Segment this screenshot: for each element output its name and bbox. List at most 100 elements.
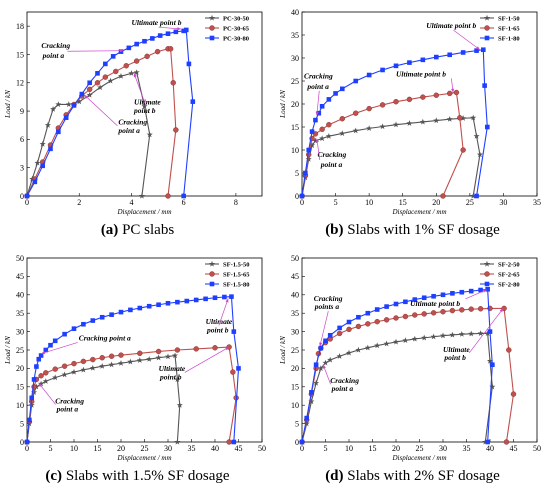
data-point xyxy=(474,48,479,53)
data-point xyxy=(40,163,45,169)
y-tick-label: 25 xyxy=(291,346,299,355)
data-point xyxy=(137,305,143,311)
data-point xyxy=(339,116,345,122)
data-point xyxy=(155,354,162,361)
data-point xyxy=(164,353,172,360)
data-point xyxy=(39,140,46,147)
annotation-arrow xyxy=(468,308,504,354)
data-point xyxy=(42,378,49,384)
data-point xyxy=(431,293,436,299)
data-point xyxy=(154,48,161,55)
x-tick-label: 5 xyxy=(334,198,338,207)
data-point xyxy=(449,331,456,338)
data-point xyxy=(76,98,83,105)
data-point xyxy=(326,97,332,102)
data-point xyxy=(48,342,53,348)
y-tick-label: 12 xyxy=(16,79,24,88)
data-point xyxy=(356,314,361,320)
data-point xyxy=(346,319,352,325)
data-point xyxy=(193,346,199,352)
annotation-arrowhead xyxy=(84,95,89,99)
data-point xyxy=(183,27,189,33)
data-point xyxy=(384,304,389,309)
data-point xyxy=(102,74,109,80)
data-point xyxy=(393,301,399,307)
data-point xyxy=(447,52,453,58)
data-point xyxy=(365,321,371,327)
chart-panel-d: 0 5 10 15 20 25 30 35 40 45 50 0 5 10 15 20 25 30 35 40 45 50… xyxy=(275,246,550,492)
annotation-label: Cracking xyxy=(314,294,343,303)
data-point xyxy=(70,368,78,375)
y-tick-label: 15 xyxy=(291,123,299,132)
data-point xyxy=(323,338,328,344)
annotation-label: point b xyxy=(159,372,182,381)
data-point xyxy=(460,50,466,55)
data-point xyxy=(236,366,241,371)
data-point xyxy=(336,330,343,337)
data-point xyxy=(32,179,38,185)
data-point xyxy=(80,358,87,365)
x-tick-label: 30 xyxy=(499,198,507,207)
data-point xyxy=(374,318,380,325)
data-point xyxy=(36,356,42,362)
annotation-label: point a xyxy=(42,51,65,60)
data-point xyxy=(142,38,147,44)
data-point xyxy=(170,80,176,86)
x-tick-label: 25 xyxy=(416,444,424,453)
series-SF-1-80 xyxy=(299,47,490,199)
data-point xyxy=(226,439,232,445)
data-point xyxy=(157,33,163,38)
data-point xyxy=(460,115,467,121)
legend-entry: SF-1.5-80 xyxy=(223,281,250,288)
x-tick-label: 15 xyxy=(399,198,407,207)
caption-letter: (a) xyxy=(100,222,119,238)
y-axis-label: Load / kN xyxy=(279,90,287,119)
data-point xyxy=(108,361,115,368)
caption-text: Slabs with 2% SF dosage xyxy=(347,468,500,484)
annotation-label: Ultimate xyxy=(159,364,186,373)
data-point xyxy=(306,147,312,153)
x-tick-label: 5 xyxy=(324,444,328,453)
annotation-arrow xyxy=(158,26,182,30)
annotation-arrowhead xyxy=(41,351,46,355)
x-tick-label: 20 xyxy=(392,444,400,453)
x-tick-label: 40 xyxy=(211,444,219,453)
data-point xyxy=(393,98,399,105)
y-tick-label: 50 xyxy=(16,254,24,263)
y-tick-label: 5 xyxy=(295,419,299,428)
data-point xyxy=(313,362,319,368)
data-point xyxy=(485,286,490,292)
data-point xyxy=(355,346,362,353)
data-point xyxy=(71,103,77,108)
data-point xyxy=(352,127,359,134)
y-axis-label: Load / kN xyxy=(4,90,12,119)
y-tick-label: 10 xyxy=(16,401,24,410)
chart-panel-c: 0 5 10 15 20 25 30 35 40 45 50 0 5 10 15 20 25 30 35 40 45 50… xyxy=(0,246,275,492)
annotation-arrowhead xyxy=(225,347,230,351)
data-point xyxy=(99,362,106,369)
data-point xyxy=(336,353,343,359)
data-point xyxy=(364,344,371,351)
data-point xyxy=(353,78,359,84)
data-point xyxy=(229,294,234,299)
data-point xyxy=(366,125,373,131)
chart-caption: (c) Slabs with 1.5% SF dosage xyxy=(0,468,275,485)
y-tick-label: 5 xyxy=(295,169,299,178)
data-point xyxy=(345,349,353,356)
y-tick-label: 15 xyxy=(291,383,299,392)
data-point xyxy=(165,193,171,199)
annotation-arrow xyxy=(453,29,481,51)
annotation-label: Ultimate xyxy=(443,345,470,354)
annotation-arrowhead xyxy=(38,383,43,387)
series-line xyxy=(26,354,181,443)
annotation-arrowhead xyxy=(451,88,455,93)
y-tick-label: 0 xyxy=(295,438,299,447)
legend-marker xyxy=(484,35,490,41)
y-tick-label: 15 xyxy=(16,383,24,392)
y-tick-label: 0 xyxy=(20,192,24,201)
annotation-label: point a xyxy=(306,82,329,91)
data-point xyxy=(86,91,93,98)
data-point xyxy=(80,366,87,373)
data-point xyxy=(27,417,32,423)
data-point xyxy=(503,439,510,445)
